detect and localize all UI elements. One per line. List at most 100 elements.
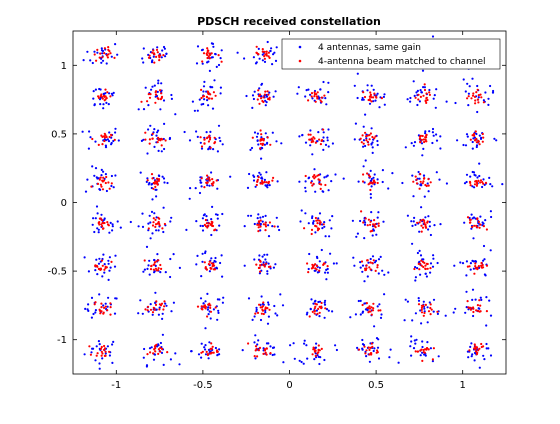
data-point — [362, 221, 365, 224]
data-point — [144, 86, 147, 89]
data-point — [326, 267, 329, 271]
data-point — [325, 308, 329, 311]
data-point — [414, 350, 417, 353]
data-point — [362, 142, 365, 145]
data-point — [169, 257, 172, 261]
data-point — [100, 259, 104, 262]
data-point — [483, 183, 486, 186]
data-point — [289, 344, 292, 347]
data-point — [106, 138, 109, 141]
data-point — [421, 226, 425, 229]
data-point — [100, 185, 103, 188]
data-point — [334, 344, 337, 347]
data-point — [188, 139, 192, 142]
data-point — [149, 303, 152, 306]
data-point — [471, 140, 474, 144]
data-point — [209, 352, 212, 355]
data-point — [216, 187, 219, 190]
data-point — [431, 127, 435, 131]
data-point — [404, 298, 407, 301]
data-point — [362, 98, 365, 101]
data-point — [218, 136, 221, 139]
data-point — [156, 131, 159, 134]
data-point — [377, 222, 380, 225]
data-point — [421, 351, 424, 354]
data-point — [471, 134, 474, 137]
data-point — [316, 354, 319, 357]
data-point — [427, 215, 430, 218]
data-point — [247, 297, 251, 300]
points-layer — [81, 35, 504, 370]
data-point — [382, 95, 385, 98]
data-point — [470, 355, 473, 358]
data-point — [368, 307, 372, 310]
data-point — [431, 265, 435, 268]
data-point — [261, 220, 264, 223]
data-point — [422, 177, 426, 180]
data-point — [100, 223, 103, 226]
data-point — [414, 276, 417, 279]
data-point — [147, 222, 150, 225]
data-point — [94, 167, 98, 170]
data-point — [318, 260, 321, 263]
data-point — [470, 227, 473, 230]
data-point — [314, 100, 317, 103]
data-point — [258, 346, 262, 349]
data-point — [200, 305, 203, 308]
data-point — [197, 353, 201, 356]
data-point — [474, 174, 477, 177]
data-point — [304, 95, 307, 98]
data-point — [151, 132, 154, 135]
data-point — [92, 217, 95, 220]
data-point — [162, 206, 165, 209]
data-point — [206, 292, 209, 295]
data-point — [429, 267, 432, 270]
data-point — [363, 237, 366, 240]
data-point — [109, 221, 112, 224]
data-point — [119, 226, 122, 229]
data-point — [252, 179, 256, 182]
data-point — [477, 220, 480, 223]
data-point — [438, 178, 441, 181]
data-point — [478, 347, 481, 350]
y-tick-label: 0 — [61, 198, 67, 209]
data-point — [264, 214, 267, 217]
data-point — [109, 133, 113, 136]
data-point — [327, 189, 330, 192]
data-point — [213, 136, 216, 139]
data-point — [477, 94, 480, 97]
data-point — [199, 136, 202, 139]
data-point — [253, 175, 256, 178]
data-point — [111, 225, 114, 228]
data-point — [429, 271, 432, 274]
data-point — [432, 310, 435, 313]
data-point — [465, 180, 468, 184]
data-point — [372, 100, 375, 103]
data-point — [379, 255, 382, 258]
data-point — [319, 88, 322, 91]
data-point — [367, 174, 371, 177]
data-point — [420, 304, 423, 307]
data-point — [425, 101, 428, 104]
data-point — [478, 299, 481, 302]
data-point — [305, 89, 308, 92]
data-point — [251, 136, 254, 139]
data-point — [99, 188, 102, 191]
data-point — [209, 310, 213, 313]
data-point — [278, 228, 281, 232]
data-point — [95, 345, 98, 348]
data-point — [371, 309, 375, 312]
data-point — [303, 342, 306, 345]
data-point — [254, 312, 257, 315]
data-point — [359, 137, 362, 140]
data-point — [417, 98, 420, 101]
data-point — [362, 125, 365, 128]
data-point — [259, 260, 262, 263]
data-point — [487, 97, 490, 100]
data-point — [263, 265, 266, 268]
data-point — [259, 142, 262, 145]
data-point — [365, 302, 368, 305]
data-point — [320, 248, 323, 252]
data-point — [387, 271, 390, 274]
data-point — [308, 138, 311, 141]
